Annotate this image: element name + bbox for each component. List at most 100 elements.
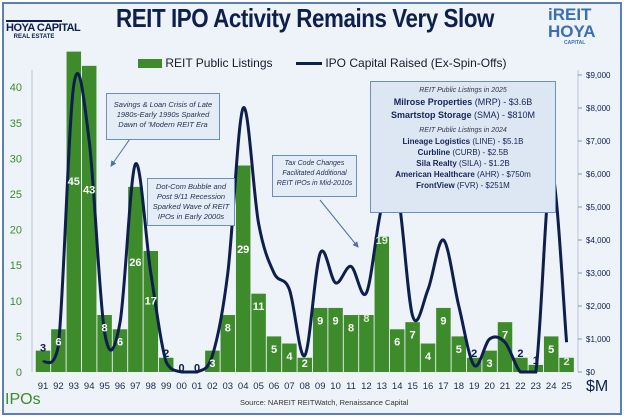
bar-value-label: 6 <box>55 337 61 349</box>
annotation-tax-code: Tax Code Changes Facilitated Additional … <box>272 155 357 197</box>
listing-detail: (CURB) - $2.5B <box>450 148 509 157</box>
x-tick-label: 93 <box>69 381 80 392</box>
left-tick-label: 20 <box>10 225 22 237</box>
bar-04 <box>235 165 251 372</box>
x-tick-label: 98 <box>146 381 157 392</box>
bar-value-label: 7 <box>410 330 416 342</box>
bar-24 <box>543 336 559 372</box>
bar-08 <box>297 357 313 372</box>
x-tick-label: 01 <box>192 381 203 392</box>
listing-detail: (AHR) - $750m <box>474 170 531 179</box>
bar-12 <box>359 315 374 372</box>
listing-detail: (FVR) - $251M <box>454 181 510 190</box>
bar-20 <box>482 350 497 372</box>
annotation-dotcom: Dot-Com Bubble and Post 9/11 Recession S… <box>147 178 235 226</box>
listing-name: Sila Realty <box>416 159 457 168</box>
bar-value-label: 5 <box>271 344 277 356</box>
x-tick-label: 20 <box>484 381 495 392</box>
ipo-capital-line <box>41 71 569 374</box>
bar-06 <box>266 336 282 372</box>
bar-value-label: 2 <box>471 348 477 360</box>
x-tick-label: 25 <box>561 381 572 392</box>
bar-value-label: 26 <box>129 257 141 269</box>
bar-11 <box>343 315 359 372</box>
listing-name: Lineage Logistics <box>402 137 471 146</box>
listing-item: Smartstop Storage (SMA) - $810M <box>371 109 555 122</box>
x-tick-label: 05 <box>253 381 264 392</box>
listing-name: FrontView <box>416 181 455 190</box>
listing-name: Smartstop Storage <box>390 110 472 120</box>
x-tick-label: 06 <box>269 381 280 392</box>
x-tick-label: 09 <box>315 381 326 392</box>
left-axis-label: IPOs <box>5 391 41 408</box>
bar-value-label: 19 <box>376 235 388 247</box>
source-note: Source: NAREIT REITWatch, Renaissance Ca… <box>240 398 409 407</box>
legend-line-swatch <box>296 62 322 66</box>
x-tick-label: 96 <box>115 381 126 392</box>
bar-value-label: 7 <box>502 330 508 342</box>
left-tick-label: 25 <box>10 189 22 201</box>
listing-name: Milrose Properties <box>393 97 473 107</box>
bar-value-label: 8 <box>225 322 231 334</box>
listing-detail: (MRP) - $3.6B <box>472 97 533 107</box>
x-tick-label: 91 <box>38 381 49 392</box>
bar-95 <box>97 315 112 372</box>
bar-value-label: 4 <box>425 351 432 363</box>
right-tick-label: $3,000 <box>586 269 611 278</box>
left-tick-label: 35 <box>10 118 22 130</box>
bar-value-label: 2 <box>517 348 523 360</box>
bar-value-label: 45 <box>68 176 80 188</box>
bar-value-label: 6 <box>117 337 123 349</box>
right-tick-label: $1,000 <box>586 335 611 344</box>
bar-14 <box>389 329 405 372</box>
x-tick-label: 99 <box>161 381 172 392</box>
listings-box: REIT Public Listings in 2025 Milrose Pro… <box>370 81 556 213</box>
x-tick-label: 18 <box>454 381 465 392</box>
logo-right-line3: CAPITAL <box>564 40 586 46</box>
x-tick-label: 15 <box>407 381 418 392</box>
bar-10 <box>328 307 343 372</box>
x-tick-label: 19 <box>469 381 480 392</box>
x-tick-label: 16 <box>423 381 434 392</box>
bar-05 <box>251 293 266 372</box>
bar-21 <box>497 322 513 372</box>
bar-07 <box>282 343 297 372</box>
right-axis-label: $M <box>586 378 609 395</box>
bar-97 <box>128 186 143 372</box>
bar-value-label: 8 <box>102 322 108 334</box>
annotation-savings-loan: Savings & Loan Crisis of Late 1980s-Earl… <box>106 93 220 140</box>
logo-right-line2: HOYA <box>548 22 596 41</box>
logo-right-line1: iREIT <box>548 5 592 24</box>
x-tick-label: 11 <box>346 381 356 392</box>
x-tick-label: 21 <box>500 381 511 392</box>
x-tick-label: 94 <box>84 381 95 392</box>
right-tick-label: $8,000 <box>586 104 611 113</box>
listing-name: Curbline <box>417 148 451 157</box>
bar-value-label: 5 <box>548 344 554 356</box>
bar-value-label: 0 <box>179 362 185 374</box>
bar-value-label: 3 <box>40 342 46 354</box>
bar-value-label: 29 <box>237 244 249 256</box>
x-tick-label: 24 <box>546 381 557 392</box>
bar-17 <box>436 307 451 372</box>
bar-13 <box>374 236 390 372</box>
bar-25 <box>559 357 574 372</box>
right-tick-label: $2,000 <box>586 302 611 311</box>
legend-bar-swatch <box>138 59 162 69</box>
x-tick-label: 08 <box>300 381 311 392</box>
annotation-arrow <box>110 135 133 167</box>
logo-left-line2: REAL ESTATE <box>13 34 55 40</box>
left-tick-label: 15 <box>10 260 22 272</box>
listing-item: Sila Realty (SILA) - $1.2B <box>371 158 555 169</box>
ireit-hoya-logo: iREIT HOYA CAPITAL <box>548 6 618 46</box>
bar-value-label: 2 <box>302 358 308 370</box>
bar-16 <box>420 343 436 372</box>
x-tick-label: 23 <box>531 381 542 392</box>
bar-09 <box>312 307 328 372</box>
listing-item: Lineage Logistics (LINE) - $5.1B <box>371 136 555 147</box>
bar-value-label: 1 <box>533 355 539 367</box>
listing-item: FrontView (FVR) - $251M <box>371 180 555 191</box>
x-tick-label: 04 <box>238 381 249 392</box>
right-tick-label: $9,000 <box>586 71 611 80</box>
legend-line: IPO Capital Raised (Ex-Spin-Offs) <box>296 56 507 70</box>
